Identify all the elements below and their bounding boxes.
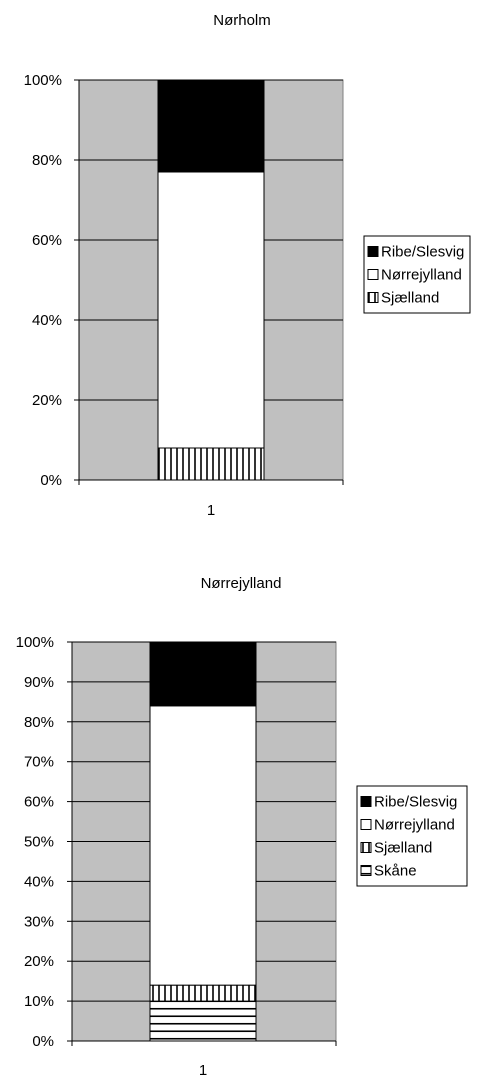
y-tick-label: 10% xyxy=(24,993,54,1010)
y-tick-label: 40% xyxy=(24,873,54,890)
bar-segment-sj-lland xyxy=(157,447,265,481)
legend-label: Nørrejylland xyxy=(381,267,462,284)
bar-segment-ribe-slesvig xyxy=(149,641,257,707)
x-axis: 1 xyxy=(78,479,344,519)
y-tick-label: 50% xyxy=(24,834,54,851)
chart-title: Nørholm xyxy=(213,12,271,29)
legend-swatch-sk-ne xyxy=(360,865,372,876)
y-tick-label: 80% xyxy=(24,714,54,731)
y-tick-label: 60% xyxy=(32,232,62,249)
bar-segment-n-rrejylland xyxy=(149,705,257,986)
y-tick-label: 70% xyxy=(24,754,54,771)
plot-area xyxy=(71,641,337,1042)
legend-label: Sjælland xyxy=(374,840,432,857)
legend-box xyxy=(363,235,471,314)
legend-box xyxy=(356,785,468,887)
y-tick-label: 90% xyxy=(24,674,54,691)
legend-swatch-n-rrejylland xyxy=(360,819,372,830)
x-tick-label: 1 xyxy=(207,502,215,519)
y-tick-label: 100% xyxy=(16,634,54,651)
y-tick-label: 0% xyxy=(40,472,62,489)
y-tick-label: 60% xyxy=(24,794,54,811)
y-tick-label: 80% xyxy=(32,152,62,169)
chart-title: Nørrejylland xyxy=(201,575,282,592)
legend-swatch-sj-lland xyxy=(367,292,379,303)
y-tick-label: 30% xyxy=(24,913,54,930)
x-axis: 1 xyxy=(71,1040,337,1076)
y-axis: 0% 20% 40% 60% 80% 100% xyxy=(24,72,80,489)
chart-norrejylland: Nørrejylland 0% 10% 20% 30% 40% 50% 60% 70% 80% 9… xyxy=(16,575,468,1076)
bar-segment-sj-lland xyxy=(149,984,257,1002)
y-axis: 0% 10% 20% 30% 40% 50% 60% 70% 80% 90% 100% xyxy=(16,634,73,1050)
legend-label: Ribe/Slesvig xyxy=(374,794,457,811)
legend-swatch-sj-lland xyxy=(360,842,372,853)
bar-segment-sk-ne xyxy=(149,1000,257,1042)
y-tick-label: 100% xyxy=(24,72,62,89)
legend-label: Sjælland xyxy=(381,290,439,307)
legend-swatch-ribe-slesvig xyxy=(360,796,372,807)
legend-swatch-n-rrejylland xyxy=(367,269,379,280)
bar-segment-ribe-slesvig xyxy=(157,79,265,173)
chart-norholm: Nørholm 0% 20% 40% 60% 80% 100% 1 Ribe/Slesvi… xyxy=(24,12,471,519)
x-tick-label: 1 xyxy=(199,1062,207,1076)
plot-area xyxy=(78,79,344,481)
legend: Ribe/Slesvig Nørrejylland Sjælland Skåne xyxy=(356,785,468,887)
y-tick-label: 20% xyxy=(24,953,54,970)
legend: Ribe/Slesvig Nørrejylland Sjælland xyxy=(363,235,471,314)
legend-label: Skåne xyxy=(374,863,417,880)
bar-segment-n-rrejylland xyxy=(157,171,265,449)
legend-label: Nørrejylland xyxy=(374,817,455,834)
legend-swatch-ribe-slesvig xyxy=(367,246,379,257)
legend-label: Ribe/Slesvig xyxy=(381,244,464,261)
y-tick-label: 0% xyxy=(32,1033,54,1050)
y-tick-label: 20% xyxy=(32,392,62,409)
y-tick-label: 40% xyxy=(32,312,62,329)
